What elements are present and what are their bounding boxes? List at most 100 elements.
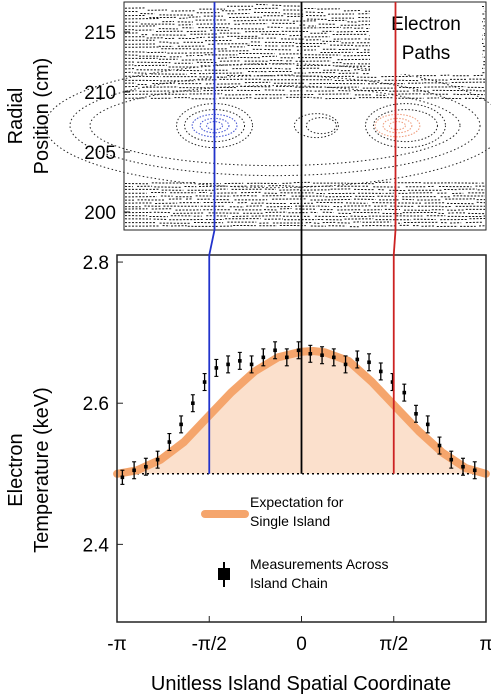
electron-path-trace: [124, 205, 486, 208]
measurement-point: [132, 468, 136, 473]
island-contour: [176, 103, 254, 149]
bottom-ytick-label: 2.6: [83, 394, 109, 415]
measurement-point: [167, 440, 172, 444]
measurement-point: [390, 380, 395, 384]
measurement-point: [472, 468, 477, 473]
legend-measurement-marker: [218, 568, 230, 580]
measurement-point: [367, 360, 371, 365]
x-point-lobe: [305, 117, 337, 135]
island-separatrix: [44, 63, 491, 189]
measurement-points: [120, 341, 477, 485]
measurement-point: [155, 457, 160, 462]
legend: Expectation for Single Island Measuremen…: [201, 494, 389, 591]
island-contour: [184, 109, 246, 143]
measurement-point: [414, 411, 418, 416]
measurement-point: [320, 353, 324, 358]
measurement-point: [332, 355, 336, 360]
electron-path-trace: [124, 85, 486, 89]
measurement-point: [273, 348, 277, 353]
measurement-point: [378, 369, 383, 374]
bottom-xtick-label: π: [479, 634, 491, 655]
top-ylabel-line2: Position (cm): [31, 58, 53, 175]
annotation-paths: Paths: [402, 43, 451, 64]
electron-path-trace: [124, 188, 485, 192]
electron-path-trace: [124, 224, 486, 228]
top-ytick-label: 200: [84, 203, 116, 224]
electron-path-trace: [124, 93, 486, 96]
x-point-lobe: [293, 113, 339, 139]
electron-path-trace: [124, 215, 486, 218]
electron-path-trace: [124, 48, 486, 54]
measurement-point: [191, 401, 195, 406]
island-contour: [372, 109, 438, 143]
measurement-point: [214, 366, 219, 370]
measurement-point: [355, 357, 360, 362]
measurement-point: [449, 457, 454, 462]
electron-path-trace: [124, 81, 486, 86]
electron-path-trace: [124, 211, 486, 215]
measurement-point: [425, 422, 430, 427]
top-ytick-label: 215: [84, 23, 116, 44]
electron-path-trace: [124, 78, 486, 82]
measurement-point: [308, 352, 313, 356]
bottom-ylabel-line2: Temperature (keV): [31, 387, 53, 553]
electron-path-trace: [124, 41, 486, 47]
top-plot-frame: [123, 1, 487, 231]
bottom-ytick-label: 2.4: [83, 535, 110, 556]
island-center-orbit: [388, 121, 407, 131]
measurement-point: [179, 422, 183, 427]
bottom-y-axis: 2.4 2.6 2.8: [83, 253, 123, 556]
top-panel-electron-paths: Electron Paths 200 205 210 215 Radial Posit…: [5, 1, 491, 231]
measurement-point: [437, 443, 442, 448]
measurement-point: [343, 362, 348, 367]
top-ytick-label: 210: [84, 83, 116, 104]
vertical-reference-lines: [208, 2, 397, 474]
measurement-point: [226, 362, 230, 367]
electron-path-trace: [124, 59, 485, 65]
expectation-curve: [113, 347, 490, 478]
bottom-ylabel-line1: Electron: [5, 433, 27, 506]
bottom-ytick-label: 2.8: [83, 253, 109, 274]
island-separatrix: [69, 75, 481, 177]
top-ytick-label: 205: [84, 143, 116, 164]
electron-path-trace: [125, 198, 485, 201]
measurement-point: [296, 348, 301, 353]
legend-expectation-label-line2: Single Island: [250, 513, 330, 529]
bottom-xtick-label: 0: [296, 634, 307, 655]
legend-measurement-label-line2: Island Chain: [250, 575, 328, 591]
bottom-panel-temperature: -π -π/2 0 π/2 π 2.4 2.6 2.8 Electron Temperatu…: [5, 253, 491, 695]
legend-measurement-label-line1: Measurements Across: [250, 556, 389, 572]
electron-path-trace: [124, 195, 486, 198]
bottom-x-axis: -π -π/2 0 π/2 π: [107, 616, 491, 655]
electron-path-trace: [124, 66, 485, 72]
bottom-xtick-label: π/2: [379, 634, 408, 655]
bottom-y-axis-title: Electron Temperature (keV): [5, 387, 53, 553]
island-contour: [364, 103, 446, 149]
electron-path-trace: [125, 221, 483, 224]
electron-path-trace: [124, 96, 486, 100]
measurement-point: [261, 355, 266, 360]
bottom-xtick-label: -π/2: [192, 634, 227, 655]
vertical-line-connector: [208, 229, 216, 256]
measurement-point: [402, 390, 407, 395]
electron-path-trace: [125, 191, 485, 195]
legend-expectation-label-line1: Expectation for: [250, 494, 344, 510]
top-y-axis-title: Radial Position (cm): [5, 58, 53, 175]
measurement-point: [238, 359, 242, 363]
measurement-point: [120, 475, 125, 480]
bottom-xtick-label: -π: [107, 634, 126, 655]
annotation-electron: Electron: [391, 14, 461, 35]
annotation-box: [370, 4, 482, 74]
electron-path-trace: [124, 208, 485, 211]
measurement-point: [202, 380, 207, 384]
measurement-point: [461, 464, 465, 469]
measurement-point: [144, 464, 148, 469]
electron-path-trace: [124, 181, 486, 185]
x-axis-title: Unitless Island Spatial Coordinate: [151, 673, 451, 695]
electron-path-trace: [124, 201, 486, 205]
island-center-orbit: [382, 117, 413, 134]
measurement-point: [249, 362, 254, 367]
top-y-axis: 200 205 210 215: [84, 23, 130, 224]
vertical-line-connector: [392, 229, 397, 256]
